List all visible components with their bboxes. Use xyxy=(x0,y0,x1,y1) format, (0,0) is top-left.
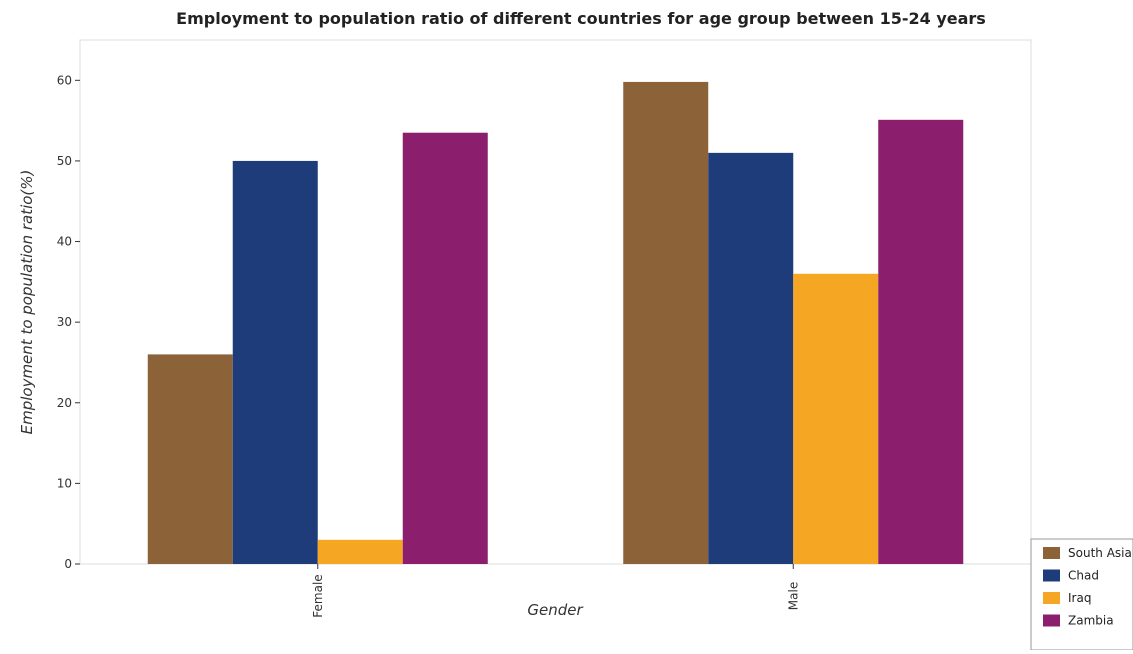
bar xyxy=(623,81,709,565)
y-axis: 0 10 20 30 40 50 60 xyxy=(57,73,80,571)
y-tick-label: 0 xyxy=(64,557,72,571)
y-axis-label: Employment to population ratio(%) xyxy=(18,170,36,435)
legend-label: Chad xyxy=(1068,569,1099,583)
y-tick-label: 30 xyxy=(57,315,72,329)
x-axis-label: Gender xyxy=(527,601,583,619)
legend-label: Iraq xyxy=(1068,591,1091,605)
chart-title: Employment to population ratio of differ… xyxy=(176,9,986,28)
legend-swatch xyxy=(1043,569,1060,582)
bar xyxy=(793,273,879,564)
y-tick-label: 40 xyxy=(57,235,72,249)
legend-swatch xyxy=(1043,592,1060,604)
bar xyxy=(317,539,403,564)
bar xyxy=(708,152,794,564)
y-tick-label: 20 xyxy=(57,396,72,410)
y-tick-label: 50 xyxy=(57,154,72,168)
legend-label: Zambia xyxy=(1068,614,1114,628)
legend-swatch xyxy=(1043,547,1060,559)
bar xyxy=(147,354,233,564)
y-tick-label: 60 xyxy=(57,73,72,87)
legend-swatch xyxy=(1043,614,1060,627)
x-tick-label: Female xyxy=(311,574,325,617)
x-tick-label: Male xyxy=(786,582,800,610)
x-axis: Female Male xyxy=(311,564,800,618)
bar xyxy=(402,132,488,564)
legend-label: South Asia xyxy=(1068,546,1132,560)
bar xyxy=(232,160,318,564)
bar xyxy=(878,119,964,564)
legend: South Asia Chad Iraq Zambia xyxy=(1030,538,1133,651)
bars xyxy=(147,81,964,565)
y-tick-label: 10 xyxy=(57,476,72,490)
